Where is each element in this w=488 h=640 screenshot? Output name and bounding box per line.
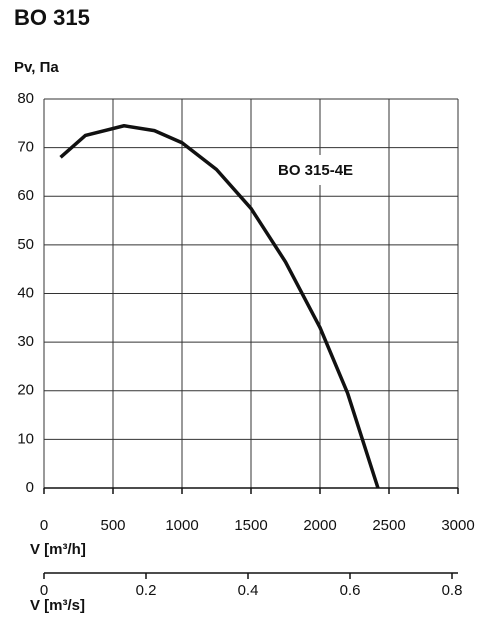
- y-tick-label: 80: [17, 90, 34, 107]
- x2-axis-label: V [m³/s]: [30, 597, 85, 614]
- x2-tick-label: 0.8: [442, 582, 463, 599]
- annotation-bg: [268, 155, 378, 185]
- x-tick-label: 3000: [441, 517, 474, 534]
- x-tick-label: 500: [100, 517, 125, 534]
- x-tick-label: 1000: [165, 517, 198, 534]
- y-axis-label: Pv, Па: [14, 59, 59, 76]
- x-tick-label: 0: [40, 517, 48, 534]
- y-tick-label: 0: [26, 479, 34, 496]
- y-tick-label: 30: [17, 333, 34, 350]
- y-tick-label: 20: [17, 382, 34, 399]
- x2-tick-label: 0.6: [340, 582, 361, 599]
- x-tick-label: 1500: [234, 517, 267, 534]
- annotation: BO 315-4E: [278, 162, 353, 179]
- y-tick-label: 70: [17, 139, 34, 156]
- y-tick-label: 50: [17, 236, 34, 253]
- x2-tick-label: 0.4: [238, 582, 259, 599]
- x-tick-label: 2500: [372, 517, 405, 534]
- y-tick-label: 10: [17, 430, 34, 447]
- curve: [59, 123, 380, 489]
- x2-tick-label: 0: [40, 582, 48, 599]
- x-tick-label: 2000: [303, 517, 336, 534]
- y-tick-label: 40: [17, 284, 34, 301]
- chart-title: BO 315: [14, 5, 90, 30]
- y-tick-label: 60: [17, 187, 34, 204]
- x-axis-label: V [m³/h]: [30, 541, 86, 558]
- x2-tick-label: 0.2: [136, 582, 157, 599]
